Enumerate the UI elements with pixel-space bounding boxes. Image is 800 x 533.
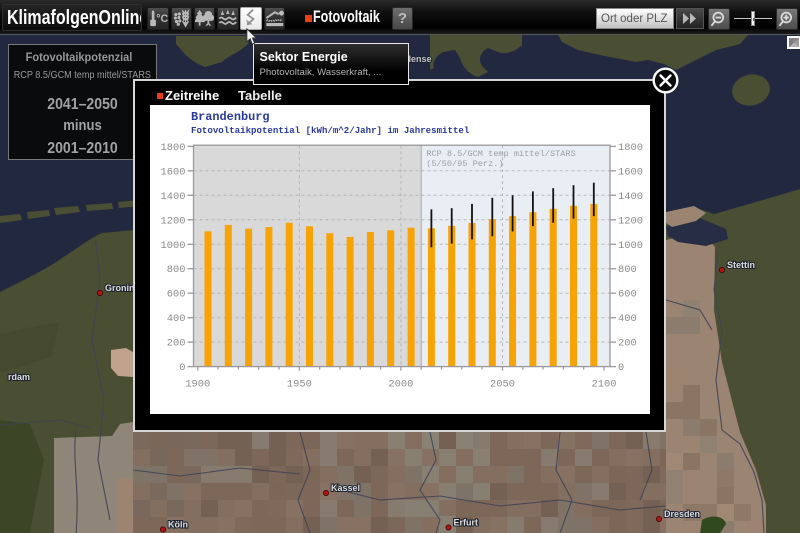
svg-text:1000: 1000 — [618, 240, 643, 252]
svg-text:2050: 2050 — [490, 379, 515, 391]
svg-text:Köln: Köln — [168, 520, 188, 530]
svg-text:600: 600 — [618, 289, 637, 301]
svg-text:1950: 1950 — [287, 379, 312, 391]
svg-text:1200: 1200 — [161, 215, 186, 227]
svg-text:°C: °C — [156, 13, 167, 25]
svg-text:1800: 1800 — [161, 142, 186, 154]
svg-text:(5/50/95 Perz.): (5/50/95 Perz.) — [426, 159, 503, 169]
svg-text:800: 800 — [618, 264, 637, 276]
svg-text:1000: 1000 — [161, 240, 186, 252]
svg-text:Fotovoltaikpotential [kWh/m^2/: Fotovoltaikpotential [kWh/m^2/Jahr] im J… — [191, 125, 470, 136]
svg-text:Erfurt: Erfurt — [454, 518, 479, 528]
svg-text:1600: 1600 — [161, 166, 186, 178]
svg-text:2000: 2000 — [388, 379, 413, 391]
svg-text:600: 600 — [167, 289, 186, 301]
svg-text:rdam: rdam — [8, 372, 30, 382]
svg-text:0: 0 — [618, 362, 624, 374]
svg-text:200: 200 — [618, 338, 637, 350]
svg-text:1600: 1600 — [618, 166, 643, 178]
svg-text:200: 200 — [167, 338, 186, 350]
svg-text:Brandenburg: Brandenburg — [191, 110, 270, 124]
svg-text:Kassel: Kassel — [331, 483, 360, 493]
svg-text:400: 400 — [618, 313, 637, 325]
svg-text:RCP 8.5/GCM temp mittel/STARS: RCP 8.5/GCM temp mittel/STARS — [426, 149, 576, 159]
svg-text:1400: 1400 — [618, 191, 643, 203]
svg-text:0: 0 — [179, 362, 185, 374]
svg-text:2100: 2100 — [592, 379, 617, 391]
svg-text:1200: 1200 — [618, 215, 643, 227]
svg-text:1900: 1900 — [185, 379, 210, 391]
svg-text:400: 400 — [167, 313, 186, 325]
svg-text:800: 800 — [167, 264, 186, 276]
svg-text:Dresden: Dresden — [664, 509, 700, 519]
svg-text:1800: 1800 — [618, 142, 643, 154]
svg-text:Stettin: Stettin — [727, 260, 755, 270]
svg-text:1400: 1400 — [161, 191, 186, 203]
